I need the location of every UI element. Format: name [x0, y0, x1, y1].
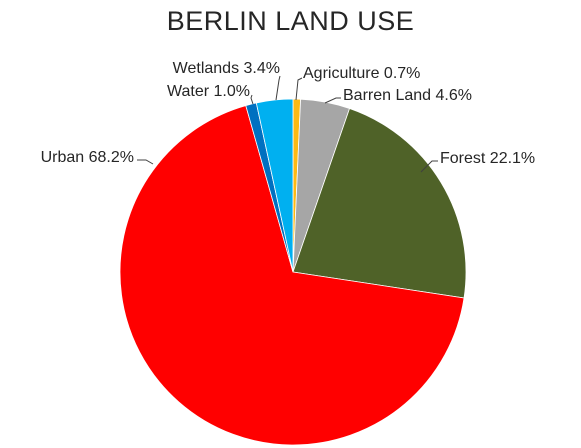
leader-line-barren-land: [324, 97, 341, 104]
slice-label-water: Water 1.0%: [167, 83, 250, 100]
pie-slice-wetlands: [255, 98, 294, 273]
pie-slice-urban: [119, 105, 465, 446]
leader-line-wetlands: [275, 75, 281, 101]
chart-title: BERLIN LAND USE: [166, 6, 415, 36]
leader-line-urban: [137, 159, 154, 165]
slice-label-urban: Urban 68.2%: [41, 149, 134, 166]
leader-line-agriculture: [295, 77, 303, 101]
slice-label-wetlands: Wetlands 3.4%: [173, 60, 280, 77]
leader-line-forest: [420, 160, 438, 173]
pie-slice-forest: [292, 107, 467, 299]
slice-label-forest: Forest 22.1%: [440, 150, 535, 167]
slice-label-agriculture: Agriculture 0.7%: [303, 65, 420, 82]
slice-label-barren-land: Barren Land 4.6%: [343, 87, 472, 104]
leader-line-water: [250, 94, 254, 105]
